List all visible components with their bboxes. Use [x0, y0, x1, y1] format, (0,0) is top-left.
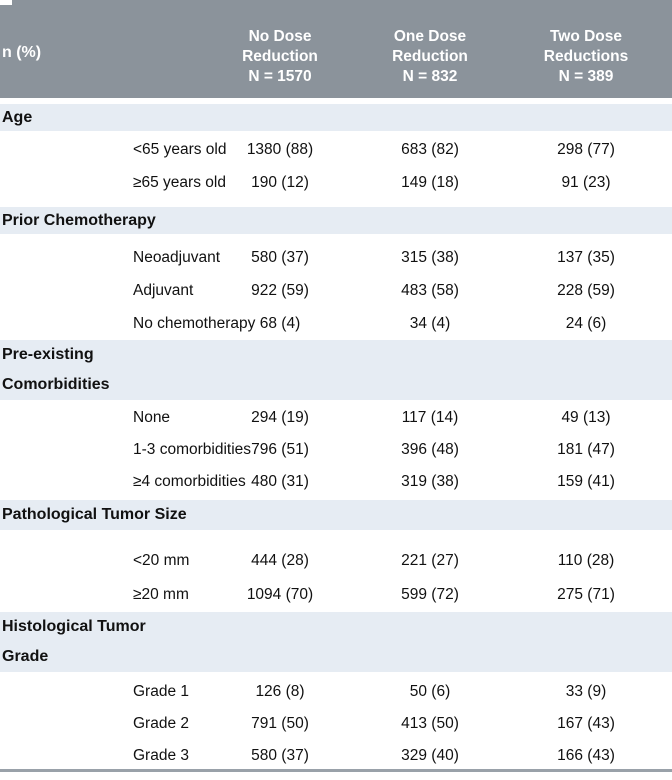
- value-cell: 50 (6): [409, 683, 451, 700]
- row-label: Neoadjuvant: [133, 249, 221, 266]
- section-band-age: Age: [0, 104, 672, 131]
- row-label: Grade 3: [133, 747, 190, 764]
- value-cell: 444 (28): [251, 552, 309, 569]
- table-row: Grade 3 580 (37) 329 (40) 166 (43): [0, 740, 672, 772]
- value-cell: 159 (41): [557, 473, 615, 490]
- value-cell: 228 (59): [557, 282, 615, 299]
- row-label: <20 mm: [133, 552, 190, 569]
- table-row: Neoadjuvant 580 (37) 315 (38) 137 (35): [0, 242, 672, 274]
- row-label: ≥20 mm: [133, 586, 189, 603]
- table-row: <20 mm 444 (28) 221 (27) 110 (28): [0, 544, 672, 578]
- row-label: Grade 2: [133, 715, 190, 732]
- value-cell: 68 (4): [259, 315, 301, 332]
- section-title: Pre-existing: [2, 346, 94, 363]
- value-cell: 221 (27): [401, 552, 459, 569]
- table-row: ≥65 years old 190 (12) 149 (18) 91 (23): [0, 166, 672, 200]
- table-row: None 294 (19) 117 (14) 49 (13): [0, 402, 672, 434]
- header-col-line: N = 832: [402, 68, 458, 85]
- table-row: Adjuvant 922 (59) 483 (58) 228 (59): [0, 274, 672, 308]
- value-cell: 413 (50): [401, 715, 459, 732]
- row-label: ≥65 years old: [133, 174, 226, 191]
- header-col-line: Reduction: [392, 48, 468, 65]
- value-cell: 480 (31): [251, 473, 309, 490]
- table-row: Grade 1 126 (8) 50 (6) 33 (9): [0, 676, 672, 708]
- value-cell: 166 (43): [557, 747, 615, 764]
- value-cell: 1380 (88): [246, 141, 314, 158]
- section-band-comorbidities: Pre-existing Comorbidities: [0, 340, 672, 400]
- section-title: Grade: [2, 648, 49, 665]
- value-cell: 483 (58): [401, 282, 459, 299]
- value-cell: 49 (13): [561, 409, 611, 426]
- value-cell: 298 (77): [557, 141, 615, 158]
- value-cell: 580 (37): [251, 249, 309, 266]
- section-band-tumor-size: Pathological Tumor Size: [0, 500, 672, 530]
- table-row: 1-3 comorbidities 796 (51) 396 (48) 181 …: [0, 434, 672, 466]
- section-title: Comorbidities: [2, 376, 110, 393]
- value-cell: 294 (19): [251, 409, 309, 426]
- value-cell: 319 (38): [401, 473, 459, 490]
- value-cell: 137 (35): [557, 249, 615, 266]
- table-row: No chemotherapy 68 (4) 34 (4) 24 (6): [0, 308, 672, 340]
- row-label: ≥4 comorbidities: [133, 473, 246, 490]
- table-row: Grade 2 791 (50) 413 (50) 167 (43): [0, 708, 672, 740]
- value-cell: 275 (71): [557, 586, 615, 603]
- header-left-label: n (%): [2, 44, 42, 61]
- value-cell: 329 (40): [401, 747, 459, 764]
- header-col-line: N = 1570: [248, 68, 312, 85]
- value-cell: 580 (37): [251, 747, 309, 764]
- table-header: n (%) No Dose Reduction N = 1570 One Dos…: [0, 0, 672, 98]
- value-cell: 149 (18): [401, 174, 459, 191]
- header-col-line: N = 389: [558, 68, 614, 85]
- section-title: Prior Chemotherapy: [2, 211, 156, 229]
- table-bottom-rule: [0, 769, 672, 772]
- value-cell: 126 (8): [255, 683, 305, 700]
- section-title: Age: [2, 108, 33, 126]
- header-col-line: One Dose: [393, 28, 467, 45]
- header-col-no-dose: No Dose Reduction N = 1570: [200, 27, 360, 87]
- value-cell: 791 (50): [251, 715, 309, 732]
- value-cell: 167 (43): [557, 715, 615, 732]
- value-cell: 190 (12): [251, 174, 309, 191]
- section-title: Histological Tumor: [2, 618, 146, 635]
- value-cell: 315 (38): [401, 249, 459, 266]
- row-label: None: [133, 409, 171, 426]
- value-cell: 110 (28): [557, 552, 615, 569]
- header-col-two-dose: Two Dose Reductions N = 389: [500, 27, 672, 87]
- value-cell: 396 (48): [401, 441, 459, 458]
- header-col-line: Two Dose: [549, 28, 623, 45]
- header-corner-notch: [0, 0, 12, 5]
- value-cell: 33 (9): [565, 683, 607, 700]
- value-cell: 34 (4): [409, 315, 451, 332]
- value-cell: 91 (23): [561, 174, 611, 191]
- table-row: <65 years old 1380 (88) 683 (82) 298 (77…: [0, 134, 672, 166]
- section-band-tumor-grade: Histological Tumor Grade: [0, 612, 672, 672]
- row-label: Adjuvant: [133, 282, 194, 299]
- section-title: Pathological Tumor Size: [2, 506, 187, 523]
- value-cell: 922 (59): [251, 282, 309, 299]
- table-row: ≥4 comorbidities 480 (31) 319 (38) 159 (…: [0, 466, 672, 498]
- value-cell: 683 (82): [401, 141, 459, 158]
- header-col-line: Reduction: [242, 48, 318, 65]
- row-label: Grade 1: [133, 683, 190, 700]
- row-label: 1-3 comorbidities: [133, 441, 252, 458]
- value-cell: 24 (6): [565, 315, 607, 332]
- header-col-line: Reductions: [543, 48, 629, 65]
- value-cell: 1094 (70): [246, 586, 314, 603]
- header-col-line: No Dose: [248, 28, 312, 45]
- value-cell: 117 (14): [401, 409, 459, 426]
- value-cell: 599 (72): [401, 586, 459, 603]
- header-col-one-dose: One Dose Reduction N = 832: [360, 27, 500, 87]
- table-row: ≥20 mm 1094 (70) 599 (72) 275 (71): [0, 578, 672, 612]
- section-band-prior-chemotherapy: Prior Chemotherapy: [0, 207, 672, 234]
- value-cell: 796 (51): [251, 441, 309, 458]
- value-cell: 181 (47): [557, 441, 615, 458]
- row-label: <65 years old: [133, 141, 227, 158]
- row-label: No chemotherapy: [133, 315, 256, 332]
